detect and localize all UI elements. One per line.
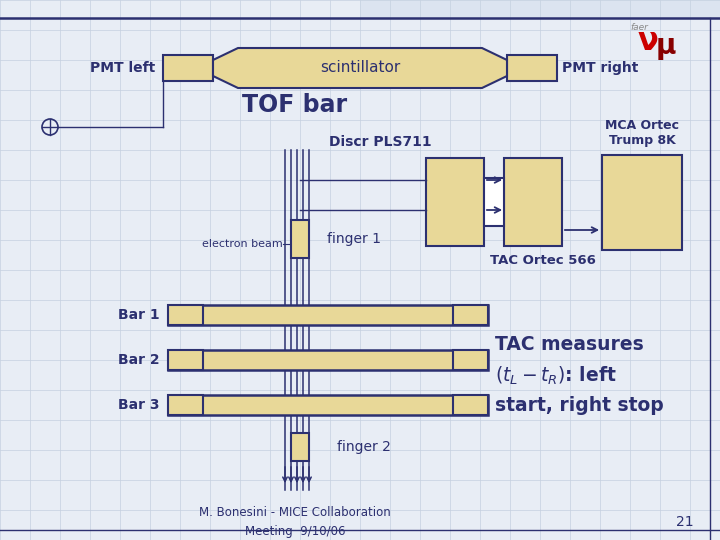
Bar bbox=[168, 305, 203, 325]
Bar bbox=[168, 350, 203, 370]
Text: faer: faer bbox=[630, 24, 648, 32]
Bar bbox=[453, 305, 488, 325]
Text: scintillator: scintillator bbox=[320, 60, 400, 76]
Text: finger 2: finger 2 bbox=[337, 440, 391, 454]
Text: TOF bar: TOF bar bbox=[243, 93, 348, 117]
Text: M. Bonesini - MICE Collaboration
Meeting  9/10/06: M. Bonesini - MICE Collaboration Meeting… bbox=[199, 507, 391, 537]
Text: electron beam: electron beam bbox=[202, 239, 283, 249]
Text: Bar 2: Bar 2 bbox=[118, 353, 160, 367]
Text: finger 1: finger 1 bbox=[327, 232, 381, 246]
Text: Bar 1: Bar 1 bbox=[118, 308, 160, 322]
Bar bbox=[507, 55, 557, 81]
Text: PMT right: PMT right bbox=[562, 61, 639, 75]
Bar bbox=[484, 178, 504, 226]
FancyBboxPatch shape bbox=[360, 0, 720, 18]
Text: ν: ν bbox=[638, 28, 658, 57]
Text: PMT left: PMT left bbox=[90, 61, 155, 75]
Bar bbox=[453, 395, 488, 415]
Text: Bar 3: Bar 3 bbox=[119, 398, 160, 412]
Text: μ: μ bbox=[656, 32, 676, 60]
Bar bbox=[168, 305, 488, 325]
Bar bbox=[291, 220, 309, 258]
Text: Discr PLS711: Discr PLS711 bbox=[329, 135, 431, 149]
Bar bbox=[168, 350, 488, 370]
Text: 21: 21 bbox=[676, 515, 694, 529]
Bar bbox=[426, 158, 484, 246]
Bar bbox=[453, 350, 488, 370]
Text: TAC Ortec 566: TAC Ortec 566 bbox=[490, 253, 596, 267]
Text: TAC measures
$(t_L-t_R)$: left
start, right stop: TAC measures $(t_L-t_R)$: left start, ri… bbox=[495, 335, 664, 415]
Bar bbox=[168, 395, 203, 415]
Bar bbox=[504, 158, 562, 246]
Text: MCA Ortec
Trump 8K: MCA Ortec Trump 8K bbox=[605, 119, 679, 147]
Bar bbox=[602, 155, 682, 250]
Polygon shape bbox=[213, 48, 507, 88]
Bar bbox=[163, 55, 213, 81]
Bar bbox=[291, 433, 309, 461]
Bar bbox=[168, 395, 488, 415]
